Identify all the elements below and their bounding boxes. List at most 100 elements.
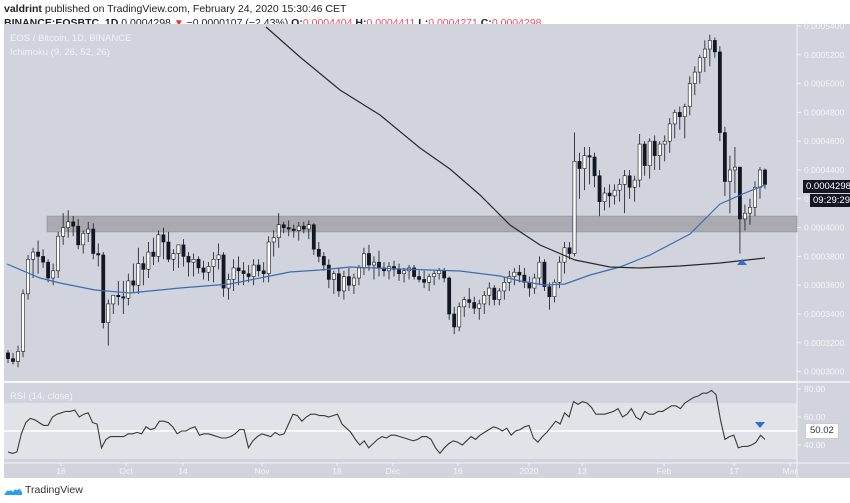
candle-down: [116, 294, 121, 298]
down-triangle-marker-icon: [755, 422, 765, 428]
candle-down: [717, 51, 722, 133]
candle-down: [607, 192, 612, 197]
publish-info: valdrint published on TradingView.com, F…: [4, 3, 346, 15]
candle-up: [758, 169, 762, 188]
candle-up: [557, 261, 562, 283]
candle-down: [517, 271, 522, 276]
time-tick-label: Nov: [254, 466, 270, 476]
candle-down: [131, 280, 136, 286]
candle-up: [743, 212, 747, 220]
candle-up: [276, 224, 281, 238]
moving-averages: [6, 26, 766, 294]
candle-up: [552, 282, 557, 298]
candle-up: [707, 40, 712, 50]
time-tick-label: 16: [453, 466, 463, 476]
candle-down: [412, 267, 416, 277]
candle-down: [642, 143, 647, 166]
candle-up: [156, 234, 161, 257]
candle-down: [161, 234, 166, 243]
candle-up: [497, 290, 502, 300]
candle-up: [206, 266, 211, 273]
candle-down: [11, 358, 15, 362]
candle-up: [637, 143, 642, 181]
candle-up: [487, 287, 492, 296]
candle-down: [196, 258, 201, 269]
price-tick-label: 0.0003600: [804, 280, 844, 290]
candle-up: [372, 261, 376, 266]
candle-up: [86, 228, 91, 234]
time-tick-label: 13: [577, 466, 587, 476]
candle-down: [281, 224, 286, 228]
candle-up: [457, 306, 462, 328]
price-tick-label: 0.0003200: [804, 338, 844, 348]
candle-up: [662, 140, 667, 145]
time-axis-bg: [4, 463, 797, 478]
candle-down: [467, 299, 472, 303]
candle-down: [627, 175, 632, 188]
candle-up: [502, 282, 507, 292]
candle-down: [492, 287, 497, 300]
candle-down: [567, 247, 572, 254]
candle-down: [151, 251, 156, 257]
bar-countdown-tag: 09:29:29: [810, 194, 850, 207]
candle-up: [191, 258, 196, 263]
candle-down: [442, 270, 447, 279]
candle-up: [748, 207, 752, 214]
rsi-tick-label: 80.00: [804, 384, 826, 394]
price-tick-label: 0.0005400: [804, 21, 844, 31]
candle-up: [582, 155, 587, 169]
high-label: H:: [355, 17, 367, 29]
time-axis[interactable]: 16 Oct 14 Nov 18 Dec 16 2020 13 Feb 17 Mar: [56, 463, 797, 476]
candle-down: [236, 267, 241, 272]
candle-up: [31, 251, 35, 260]
candle-up: [231, 267, 236, 280]
candle-down: [141, 263, 146, 270]
candle-down: [652, 140, 657, 156]
rsi-value-tag: 50.02: [805, 423, 839, 439]
close-label: C:: [480, 17, 492, 29]
price-tick-label: 0.0005200: [804, 50, 844, 60]
candle-down: [166, 241, 171, 260]
resistance-zone: [46, 215, 798, 233]
candle-down: [547, 286, 552, 298]
last-price-tag: 0.0004298: [803, 180, 850, 193]
candle-up: [106, 303, 111, 323]
candle-down: [472, 302, 477, 309]
price-tick-label: 0.0004800: [804, 107, 844, 117]
candle-down: [291, 228, 296, 231]
time-tick-label: 14: [178, 466, 188, 476]
candle-up: [211, 258, 216, 267]
candle-down: [71, 221, 76, 227]
chart-background: [4, 24, 850, 478]
ichimoku-legend: Ichimoku (9, 26, 52, 26): [10, 47, 110, 58]
candle-down: [677, 112, 682, 118]
candle-down: [377, 261, 381, 269]
candle-down: [301, 225, 306, 230]
open-label: O:: [291, 17, 303, 29]
candle-down: [347, 276, 351, 286]
candle-up: [21, 293, 25, 352]
rsi-line: [7, 389, 766, 455]
candle-up: [697, 57, 702, 73]
candle-up: [176, 244, 181, 254]
time-tick-label: Mar: [783, 466, 798, 476]
candle-up: [537, 261, 542, 279]
tradingview-brand[interactable]: TradingView: [4, 484, 83, 496]
price-tick-label: 0.0003000: [804, 367, 844, 377]
candle-up: [432, 273, 437, 277]
up-triangle-marker-icon: [737, 259, 747, 265]
tradingview-logo-icon: [4, 485, 22, 495]
candle-up: [331, 273, 336, 280]
rsi-tick-label: 40.00: [804, 440, 826, 450]
time-tick-label: 17: [729, 466, 739, 476]
candle-up: [352, 277, 356, 286]
candle-down: [417, 276, 421, 280]
candle-up: [687, 83, 692, 107]
candle-down: [326, 264, 331, 280]
candle-up: [617, 184, 622, 191]
candle-down: [96, 253, 101, 256]
price-tick-label: 0.0003400: [804, 309, 844, 319]
candle-up: [81, 233, 86, 246]
candle-down: [577, 161, 582, 169]
